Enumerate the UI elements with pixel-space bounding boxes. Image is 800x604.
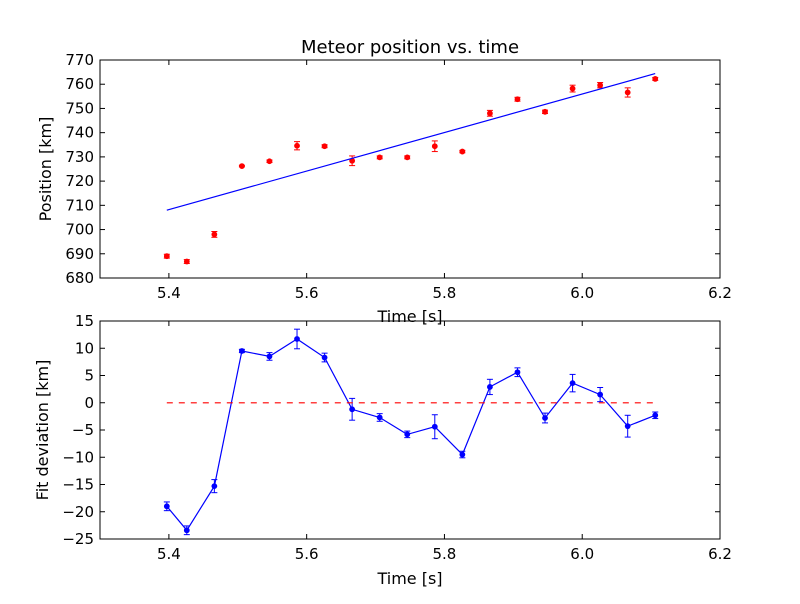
deviation-x-tick-label: 5.8 — [433, 545, 457, 563]
position-data-point — [597, 82, 604, 89]
position-data-point — [321, 143, 328, 150]
deviation-data-point — [459, 451, 466, 458]
position-data-point — [183, 258, 190, 265]
deviation-y-axis-label: Fit deviation [km] — [33, 360, 52, 501]
deviation-x-tick-label: 6.0 — [570, 545, 594, 563]
deviation-y-tick-label: −10 — [62, 448, 94, 466]
deviation-data-point — [321, 354, 328, 361]
position-y-tick-label: 760 — [65, 75, 94, 93]
deviation-y-tick-label: 10 — [75, 339, 94, 357]
deviation-data-point — [404, 431, 411, 438]
position-y-tick-label: 750 — [65, 99, 94, 117]
position-series-1-line — [166, 73, 656, 211]
deviation-x-axis-label: Time [s] — [376, 569, 442, 588]
deviation-y-tick-label: −20 — [62, 503, 94, 521]
position-data-point — [294, 142, 300, 149]
deviation-data-point — [624, 423, 631, 430]
position-data-point — [459, 148, 466, 155]
deviation-x-tick-label: 5.4 — [157, 545, 181, 563]
deviation-y-tick-label: −25 — [62, 530, 94, 548]
position-x-tick-label: 5.4 — [157, 284, 181, 302]
position-data-point — [431, 143, 438, 150]
position-y-tick-label: 770 — [65, 51, 94, 69]
position-data-point — [652, 75, 659, 82]
position-data-marks — [163, 73, 659, 265]
deviation-data-point — [431, 423, 438, 430]
deviation-data-point — [487, 384, 493, 390]
deviation-x-tick-label: 5.6 — [295, 545, 319, 563]
position-data-point — [624, 89, 631, 96]
deviation-data-point — [569, 380, 576, 387]
position-x-tick-label: 5.8 — [433, 284, 457, 302]
deviation-data-point — [597, 391, 604, 398]
position-data-point — [514, 96, 521, 103]
deviation-y-tick-label: 15 — [75, 312, 94, 330]
position-x-tick-label: 5.6 — [295, 284, 319, 302]
deviation-y-tick-label: 5 — [84, 367, 94, 385]
position-x-tick-label: 6.0 — [570, 284, 594, 302]
position-axis-ticks: 5.4 5.6 5.8 6.0 6.2 680 690 700 710 720 730 740 750 7… — [65, 51, 732, 302]
position-x-tick-label: 6.2 — [708, 284, 732, 302]
deviation-data-point — [294, 336, 300, 342]
deviation-data-point — [652, 412, 659, 419]
position-x-axis-label: Time [s] — [376, 307, 442, 326]
position-y-tick-label: 700 — [65, 221, 94, 239]
position-data-point — [404, 154, 411, 161]
position-data-point — [211, 231, 218, 238]
position-chart-title: Meteor position vs. time — [301, 37, 519, 58]
position-y-tick-label: 680 — [65, 269, 94, 287]
deviation-data-point — [376, 414, 383, 421]
position-data-point — [163, 253, 170, 260]
position-y-tick-label: 740 — [65, 124, 94, 142]
position-data-point — [376, 154, 383, 161]
position-y-tick-label: 730 — [65, 148, 94, 166]
deviation-axes-frame — [99, 320, 721, 540]
deviation-data-point — [514, 369, 521, 376]
deviation-y-tick-label: −15 — [62, 476, 94, 494]
position-data-point — [266, 158, 273, 165]
deviation-data-point — [211, 483, 218, 490]
deviation-panel: Time [s] Fit deviation [km] 5.4 5.6 5.8 6.0… — [33, 312, 732, 588]
position-panel: Meteor position vs. time Time [s] Positi… — [36, 37, 732, 326]
deviation-y-tick-label: 0 — [84, 394, 94, 412]
deviation-y-tick-label: −5 — [72, 421, 94, 439]
position-y-tick-label: 690 — [65, 245, 94, 263]
position-y-tick-label: 710 — [65, 196, 94, 214]
deviation-axis-ticks: 5.4 5.6 5.8 6.0 6.2 −25 −20 −15 −10 −5 0 5 10 15 — [62, 312, 732, 563]
deviation-data-point — [266, 353, 273, 360]
position-data-point — [569, 85, 576, 92]
deviation-data-point — [542, 415, 548, 421]
deviation-data-point — [239, 348, 245, 354]
position-data-point — [542, 108, 548, 115]
position-y-tick-label: 720 — [65, 172, 94, 190]
position-y-axis-label: Position [km] — [36, 117, 55, 222]
deviation-data-point — [163, 503, 170, 510]
position-axes-frame — [99, 59, 721, 279]
deviation-data-marks — [163, 328, 659, 536]
deviation-data-point — [349, 406, 356, 413]
deviation-x-tick-label: 6.2 — [708, 545, 732, 563]
deviation-data-point — [183, 527, 190, 534]
position-data-point — [487, 110, 493, 117]
position-data-point — [239, 163, 245, 169]
